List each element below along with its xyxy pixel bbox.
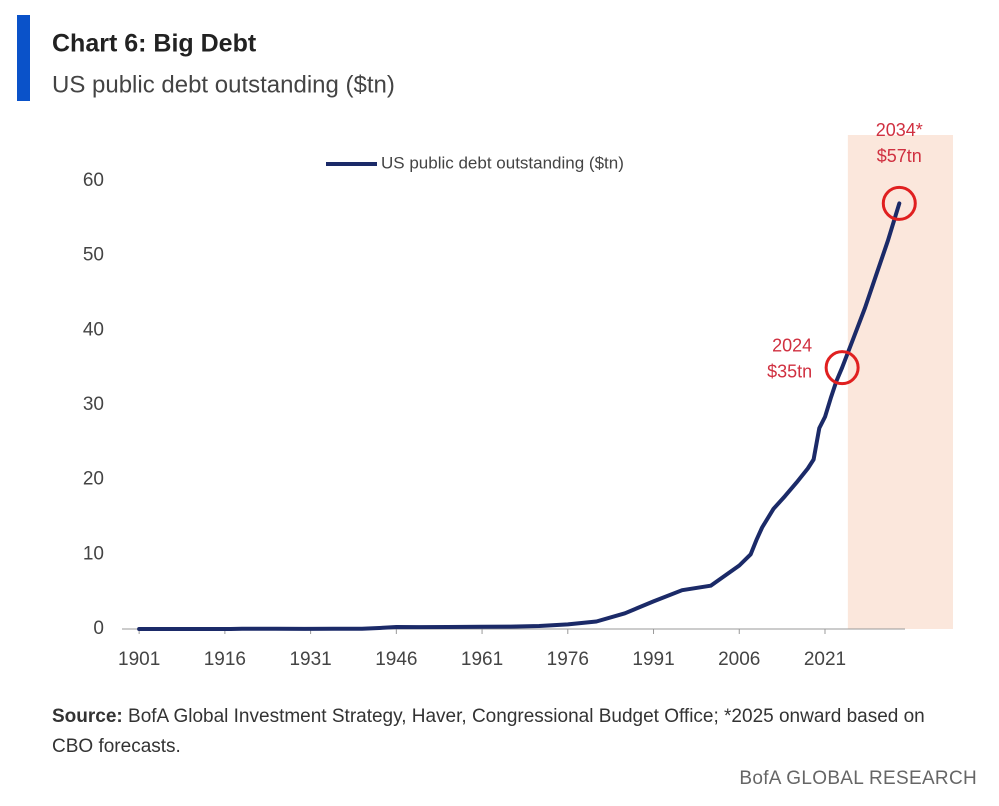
- y-tick-label: 60: [83, 170, 104, 191]
- x-tick-label: 2021: [804, 649, 846, 670]
- y-tick-label: 20: [83, 469, 104, 490]
- source-label: Source:: [52, 706, 123, 727]
- chart: Chart 6: Big Debt US public debt outstan…: [17, 15, 953, 670]
- data-line: [137, 201, 902, 631]
- y-tick-label: 10: [83, 543, 104, 564]
- forecast-shade: [847, 135, 953, 629]
- x-tick-label: 2006: [718, 649, 760, 670]
- chart-subtitle: US public debt outstanding ($tn): [52, 71, 395, 98]
- x-tick-label: 1976: [547, 649, 589, 670]
- x-tick-label: 1946: [375, 649, 417, 670]
- chart-title: Chart 6: Big Debt: [52, 30, 257, 58]
- y-tick-label: 40: [83, 319, 104, 340]
- footer: BofA GLOBAL RESEARCH: [739, 768, 977, 789]
- annotation-circle: [824, 350, 860, 386]
- annotation-value: $35tn: [767, 361, 812, 381]
- x-tick-label: 1931: [289, 649, 331, 670]
- annotation-circle: [881, 185, 917, 221]
- annotation-label: 2024: [772, 335, 812, 355]
- legend-label: US public debt outstanding ($tn): [381, 153, 624, 172]
- x-tick-label: 1961: [461, 649, 503, 670]
- x-tick-label: 1916: [204, 649, 246, 670]
- y-tick-label: 30: [83, 394, 104, 415]
- x-tick-label: 1991: [632, 649, 674, 670]
- source: Source: BofA Global Investment Strategy,…: [52, 702, 952, 762]
- accent-bar: [17, 15, 30, 101]
- y-tick-label: 0: [93, 618, 104, 639]
- source-text: BofA Global Investment Strategy, Haver, …: [52, 706, 925, 757]
- annotation-label: 2034*: [876, 120, 923, 140]
- y-tick-label: 50: [83, 245, 104, 266]
- annotation-value: $57tn: [877, 146, 922, 166]
- x-tick-label: 1901: [118, 649, 160, 670]
